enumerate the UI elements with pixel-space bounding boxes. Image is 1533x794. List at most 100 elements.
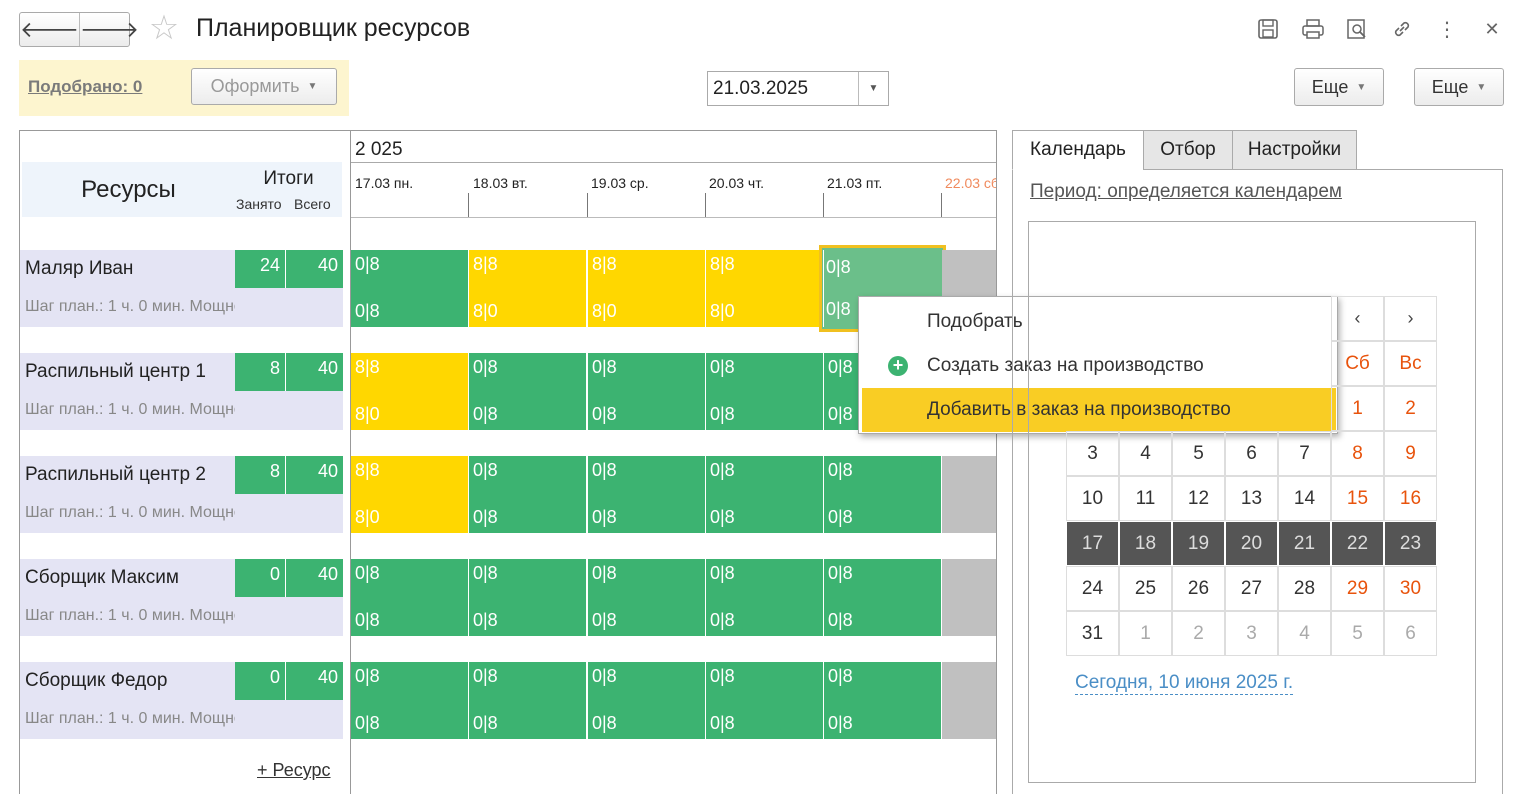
calendar-day[interactable]: 5 bbox=[1331, 611, 1384, 656]
schedule-cell[interactable]: 0|8 0|8 bbox=[706, 559, 823, 636]
schedule-cell[interactable]: 0|8 0|8 bbox=[706, 662, 823, 739]
menu-item-select[interactable]: Подобрать bbox=[862, 300, 1336, 344]
more-vertical-icon[interactable]: ⋮ bbox=[1437, 18, 1457, 41]
date-field[interactable]: ▼ bbox=[707, 71, 889, 106]
calendar-prev-button[interactable]: ‹ bbox=[1331, 296, 1384, 341]
calendar-day[interactable]: 26 bbox=[1172, 566, 1225, 611]
today-link[interactable]: Сегодня, 10 июня 2025 г. bbox=[1075, 672, 1294, 695]
calendar-day[interactable]: 3 bbox=[1066, 431, 1119, 476]
schedule-cell[interactable]: 0|8 0|8 bbox=[351, 662, 468, 739]
tab-calendar[interactable]: Календарь bbox=[1012, 130, 1144, 170]
total-value: 40 bbox=[286, 456, 343, 494]
more-button-2[interactable]: Еще ▼ bbox=[1414, 68, 1504, 106]
resource-row[interactable]: Маляр Иван Шаг план.: 1 ч. 0 мин. Мощнос… bbox=[20, 250, 280, 327]
schedule-cell[interactable]: 0|8 0|8 bbox=[469, 353, 586, 430]
schedule-cell[interactable]: 0|8 0|8 bbox=[706, 353, 823, 430]
schedule-cell[interactable]: 8|8 8|0 bbox=[706, 250, 823, 327]
cell-top-value: 8|8 bbox=[355, 460, 380, 480]
calendar-day[interactable]: 6 bbox=[1384, 611, 1437, 656]
schedule-cell[interactable]: 0|8 0|8 bbox=[469, 662, 586, 739]
calendar-day[interactable]: 1 bbox=[1331, 386, 1384, 431]
cell-separator bbox=[823, 353, 824, 430]
calendar-day[interactable]: 15 bbox=[1331, 476, 1384, 521]
schedule-cell[interactable]: 0|8 0|8 bbox=[588, 559, 705, 636]
calendar-next-button[interactable]: › bbox=[1384, 296, 1437, 341]
menu-item-create-order[interactable]: + Создать заказ на производство bbox=[862, 344, 1336, 388]
calendar-day[interactable]: 14 bbox=[1278, 476, 1331, 521]
calendar-day[interactable]: 2 bbox=[1172, 611, 1225, 656]
schedule-cell[interactable]: 8|8 8|0 bbox=[351, 456, 468, 533]
calendar-day[interactable]: 10 bbox=[1066, 476, 1119, 521]
selected-count-link[interactable]: Подобрано: 0 bbox=[28, 77, 143, 96]
resource-row[interactable]: Сборщик Федор Шаг план.: 1 ч. 0 мин. Мощ… bbox=[20, 662, 280, 739]
preview-icon[interactable] bbox=[1342, 14, 1372, 44]
calendar-day[interactable]: 9 bbox=[1384, 431, 1437, 476]
schedule-cell[interactable]: 8|8 8|0 bbox=[469, 250, 586, 327]
calendar-day[interactable]: 1 bbox=[1119, 611, 1172, 656]
schedule-cell[interactable]: 0|8 0|8 bbox=[588, 662, 705, 739]
calendar-day[interactable]: 6 bbox=[1225, 431, 1278, 476]
schedule-cell[interactable]: 0|8 0|8 bbox=[588, 456, 705, 533]
calendar-day[interactable]: 27 bbox=[1225, 566, 1278, 611]
back-button[interactable]: 🡐 bbox=[20, 13, 79, 46]
resource-row[interactable]: Сборщик Максим Шаг план.: 1 ч. 0 мин. Мо… bbox=[20, 559, 280, 636]
schedule-cell[interactable]: 0|8 0|8 bbox=[469, 559, 586, 636]
schedule-cell[interactable]: 8|8 8|0 bbox=[351, 353, 468, 430]
forward-button[interactable]: 🡒 bbox=[79, 13, 139, 46]
calendar-day[interactable]: 24 bbox=[1066, 566, 1119, 611]
calendar-day[interactable]: 25 bbox=[1119, 566, 1172, 611]
calendar-day[interactable]: 29 bbox=[1331, 566, 1384, 611]
resource-row[interactable]: Распильный центр 2 Шаг план.: 1 ч. 0 мин… bbox=[20, 456, 280, 533]
schedule-cell[interactable]: 0|8 0|8 bbox=[824, 456, 941, 533]
make-button[interactable]: Оформить ▼ bbox=[191, 68, 337, 105]
schedule-cell[interactable]: 8|8 8|0 bbox=[588, 250, 705, 327]
calendar-day[interactable]: 13 bbox=[1225, 476, 1278, 521]
resource-row[interactable]: Распильный центр 1 Шаг план.: 1 ч. 0 мин… bbox=[20, 353, 280, 430]
schedule-cell[interactable]: 0|8 0|8 bbox=[824, 559, 941, 636]
schedule-cell[interactable]: 0|8 0|8 bbox=[588, 353, 705, 430]
period-link[interactable]: Период: определяется календарем bbox=[1030, 181, 1342, 202]
schedule-cell[interactable]: 0|8 0|8 bbox=[706, 456, 823, 533]
calendar-day[interactable]: 18 bbox=[1119, 521, 1172, 566]
date-input[interactable] bbox=[708, 72, 858, 105]
calendar-day[interactable]: 4 bbox=[1278, 611, 1331, 656]
schedule-cell[interactable]: 0|8 0|8 bbox=[351, 559, 468, 636]
close-icon[interactable]: ✕ bbox=[1484, 18, 1500, 39]
cell-bottom-value: 0|8 bbox=[710, 507, 735, 527]
calendar-day[interactable]: 5 bbox=[1172, 431, 1225, 476]
add-resource-link[interactable]: + Ресурс bbox=[257, 760, 331, 780]
tab-settings[interactable]: Настройки bbox=[1232, 130, 1357, 170]
calendar-day[interactable]: 17 bbox=[1066, 521, 1119, 566]
calendar-day[interactable]: 8 bbox=[1331, 431, 1384, 476]
calendar-day[interactable]: 19 bbox=[1172, 521, 1225, 566]
date-dropdown-button[interactable]: ▼ bbox=[858, 72, 888, 105]
more-button-1[interactable]: Еще ▼ bbox=[1294, 68, 1384, 106]
calendar-day[interactable]: 30 bbox=[1384, 566, 1437, 611]
calendar-day[interactable]: 22 bbox=[1331, 521, 1384, 566]
menu-item-add-to-order[interactable]: Добавить в заказ на производство bbox=[862, 388, 1336, 432]
tab-filter[interactable]: Отбор bbox=[1143, 130, 1233, 170]
calendar-day[interactable]: 20 bbox=[1225, 521, 1278, 566]
calendar-day[interactable]: 16 bbox=[1384, 476, 1437, 521]
print-icon[interactable] bbox=[1298, 14, 1328, 44]
calendar-day[interactable]: 28 bbox=[1278, 566, 1331, 611]
calendar-day[interactable]: 7 bbox=[1278, 431, 1331, 476]
schedule-cell[interactable]: 0|8 0|8 bbox=[351, 250, 468, 327]
save-icon[interactable] bbox=[1253, 14, 1283, 44]
calendar-day[interactable]: 11 bbox=[1119, 476, 1172, 521]
calendar-day[interactable]: 23 bbox=[1384, 521, 1437, 566]
calendar-day[interactable]: 2 bbox=[1384, 386, 1437, 431]
calendar-day[interactable]: 31 bbox=[1066, 611, 1119, 656]
calendar-day[interactable]: 4 bbox=[1119, 431, 1172, 476]
star-icon[interactable]: ☆ bbox=[148, 9, 180, 47]
cell-bottom-value: 8|0 bbox=[592, 301, 617, 321]
schedule-cell[interactable]: 0|8 0|8 bbox=[469, 456, 586, 533]
calendar-day[interactable]: 21 bbox=[1278, 521, 1331, 566]
calendar-day[interactable]: 12 bbox=[1172, 476, 1225, 521]
calendar-day[interactable]: 3 bbox=[1225, 611, 1278, 656]
link-icon[interactable] bbox=[1387, 14, 1417, 44]
schedule-cell[interactable]: 0|8 0|8 bbox=[824, 662, 941, 739]
day-tick bbox=[941, 193, 942, 217]
resource-row-fill bbox=[235, 391, 343, 430]
cell-top-value: 8|8 bbox=[710, 254, 735, 274]
